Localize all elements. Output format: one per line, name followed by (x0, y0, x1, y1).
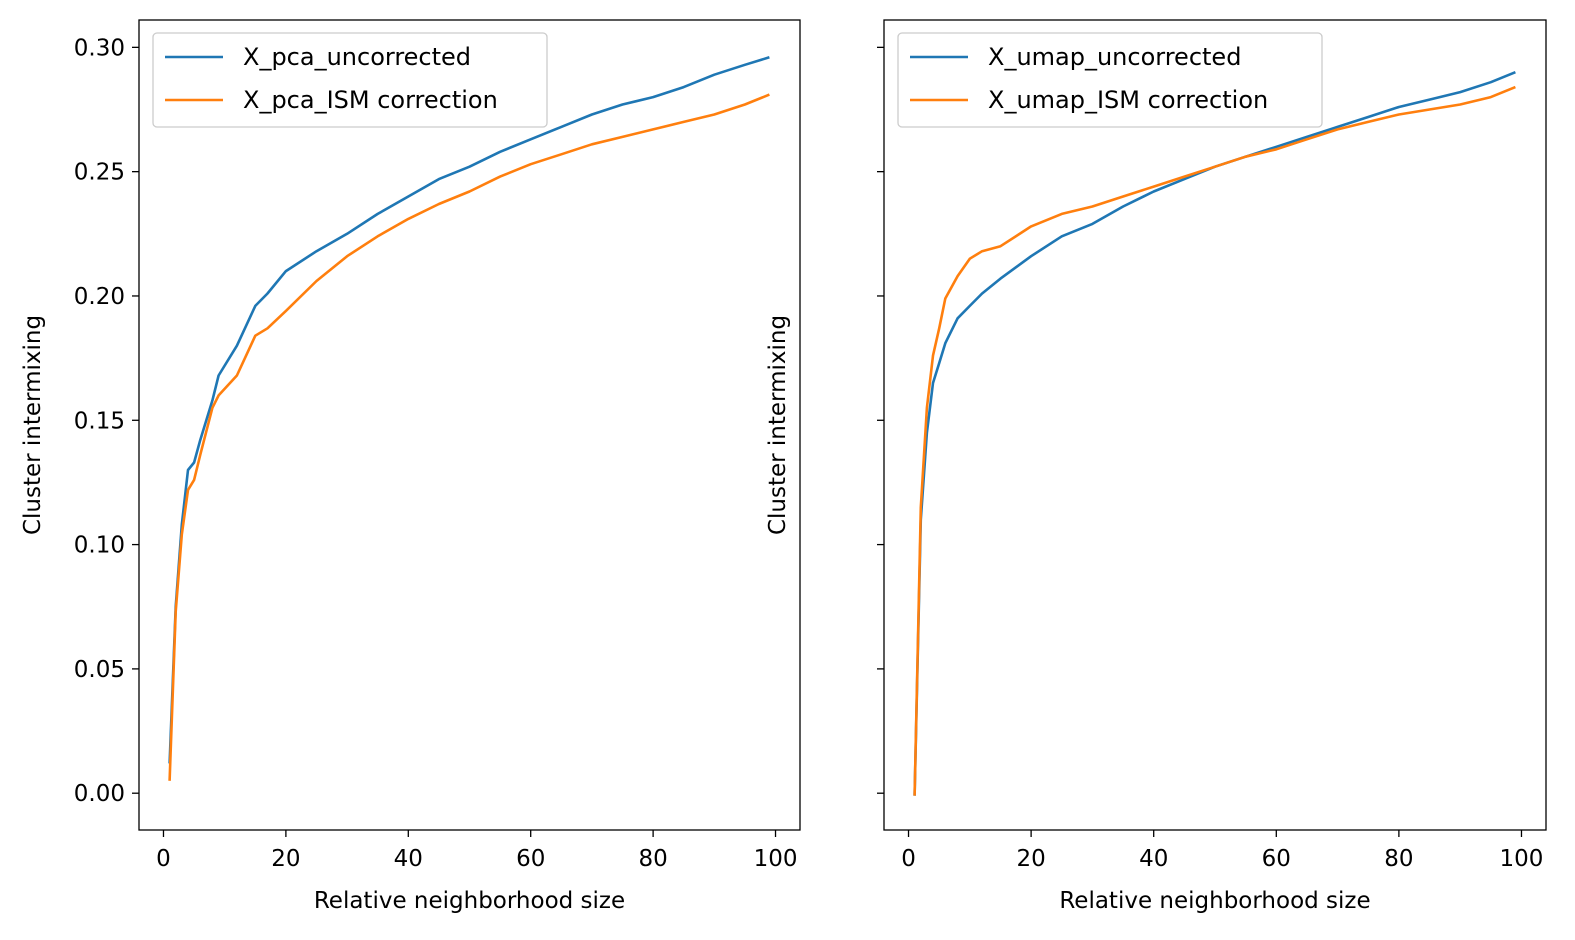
x-axis-label: Relative neighborhood size (314, 888, 625, 914)
series-line-2 (913, 85, 1516, 796)
x-axis-label: Relative neighborhood size (1059, 888, 1370, 914)
y-tick-label: 0.20 (74, 284, 125, 310)
y-tick-label: 0.15 (74, 408, 125, 434)
x-tick-label: 100 (1500, 846, 1544, 872)
right-chart-panel: 0 20 40 60 80 100 Relative neighborhood size Cl… (765, 19, 1547, 914)
axes-frame (138, 19, 801, 831)
x-tick-label: 40 (394, 846, 423, 872)
y-axis-label: Cluster intermixing (20, 315, 46, 535)
axes-frame (883, 19, 1547, 831)
plot-area (884, 20, 1546, 830)
series-line-2 (168, 93, 770, 781)
legend-label-1: X_pca_uncorrected (243, 43, 471, 71)
x-tick-label: 20 (1016, 846, 1045, 872)
series-line-1 (913, 70, 1516, 796)
y-tick-label: 0.25 (74, 160, 125, 186)
x-tick-label: 0 (901, 846, 916, 872)
legend-label-2: X_pca_ISM correction (243, 86, 498, 114)
y-axis-label: Cluster intermixing (765, 315, 791, 535)
legend-box (152, 32, 548, 128)
legend-label-2: X_umap_ISM correction (988, 86, 1268, 114)
x-tick-label: 60 (516, 846, 545, 872)
x-tick-label: 80 (638, 846, 667, 872)
legend-box (897, 32, 1323, 128)
x-tick-label: 40 (1139, 846, 1168, 872)
left-chart-panel: 0 20 40 60 80 100 0.00 0.05 0.10 0.15 0.20 0.25 0.30… (20, 19, 801, 914)
y-tick-label: 0.10 (74, 533, 125, 559)
legend: X_umap_uncorrected X_umap_ISM correction (897, 32, 1323, 128)
x-tick-label: 100 (754, 846, 798, 872)
legend: X_pca_uncorrected X_pca_ISM correction (152, 32, 548, 128)
y-tick-label: 0.30 (74, 35, 125, 61)
x-tick-label: 60 (1262, 846, 1291, 872)
legend-label-1: X_umap_uncorrected (988, 43, 1241, 71)
y-tick-label: 0.00 (74, 781, 125, 807)
x-tick-label: 80 (1384, 846, 1413, 872)
x-tick-label: 0 (156, 846, 171, 872)
plot-area (139, 20, 800, 830)
series-line-1 (168, 56, 770, 764)
x-tick-label: 20 (271, 846, 300, 872)
y-tick-label: 0.05 (74, 657, 125, 683)
